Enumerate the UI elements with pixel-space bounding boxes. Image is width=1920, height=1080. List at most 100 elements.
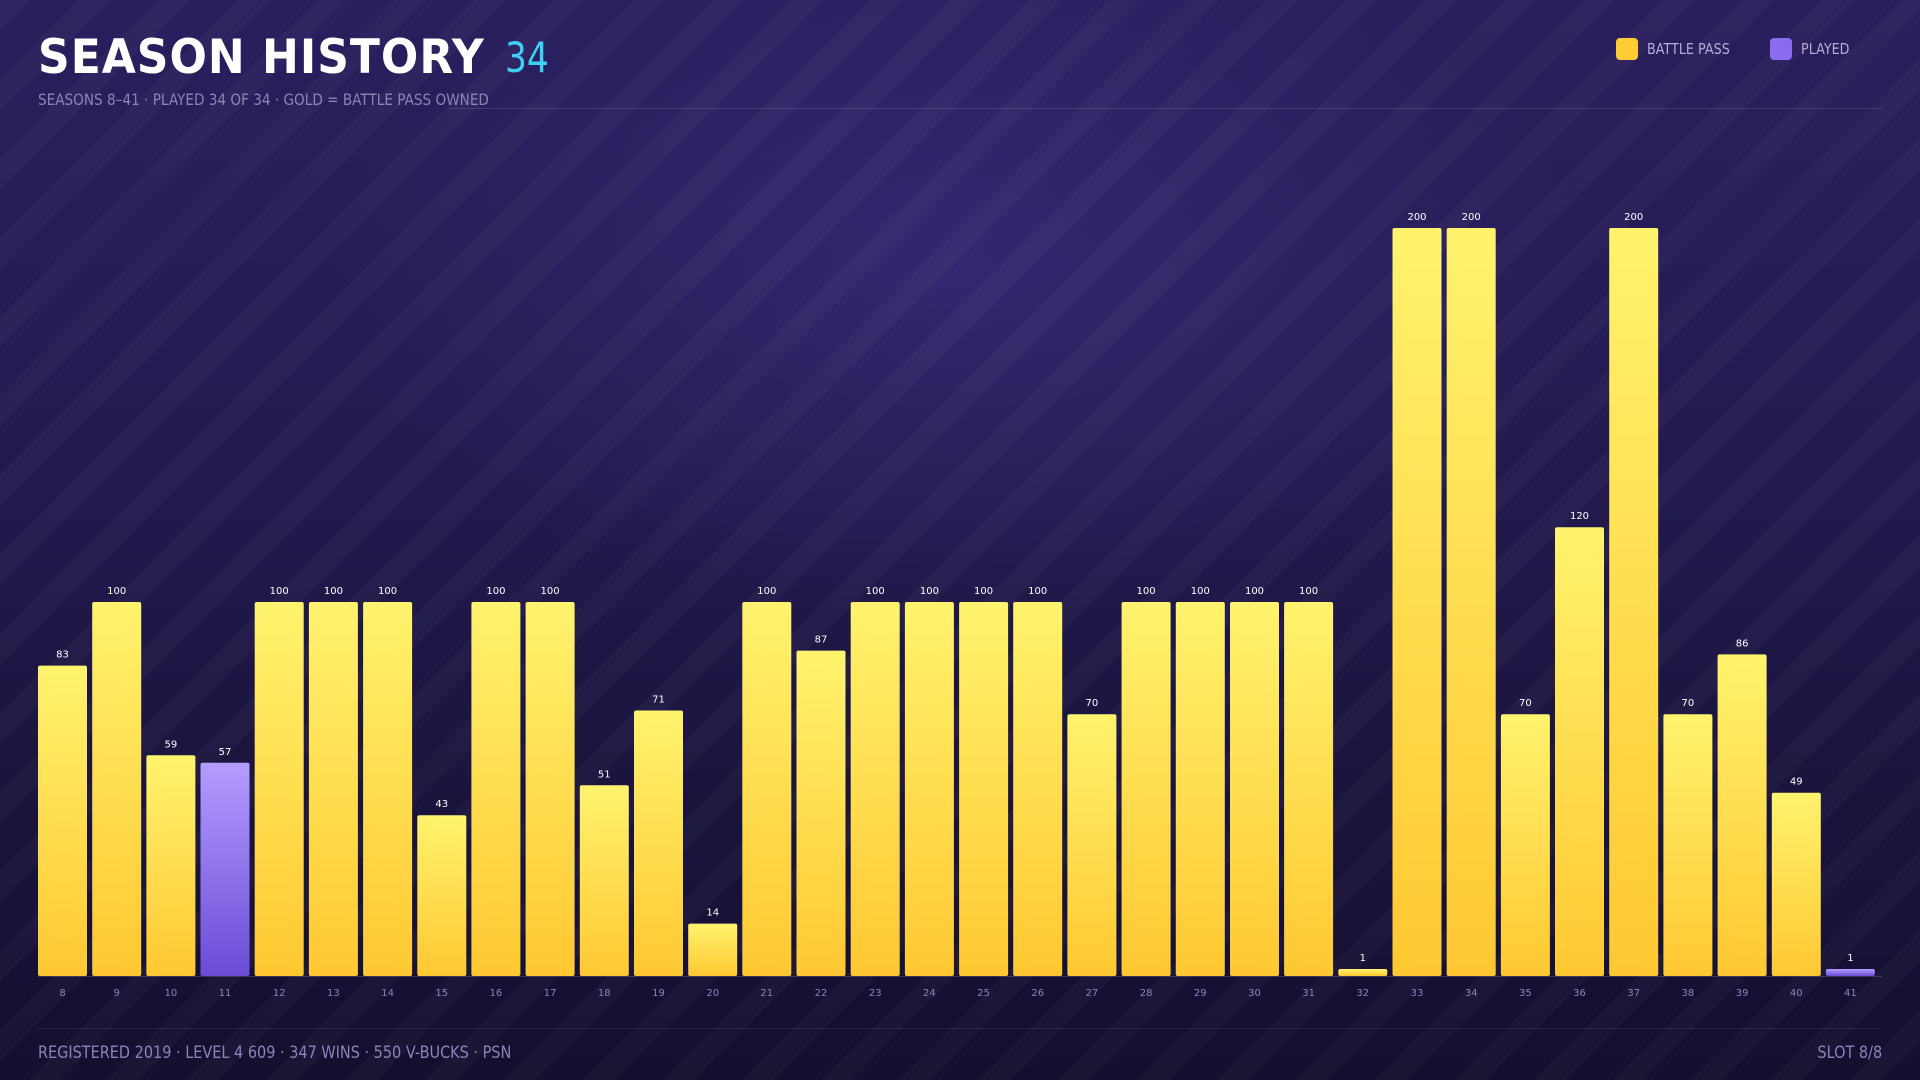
- x-tick-label-season-8: 8: [59, 988, 65, 999]
- value-label-season-12: 100: [270, 586, 289, 597]
- bar-season-31: [1284, 602, 1334, 976]
- bar-season-23: [850, 602, 900, 976]
- footer-divider: [38, 1028, 1882, 1029]
- value-label-season-21: 100: [757, 586, 776, 597]
- x-tick-label-season-22: 22: [815, 988, 828, 999]
- x-tick-label-season-11: 11: [219, 988, 232, 999]
- bar-season-30: [1230, 602, 1279, 976]
- value-label-season-38: 70: [1682, 698, 1695, 709]
- bar-season-25: [959, 602, 1009, 976]
- value-label-season-9: 100: [107, 586, 126, 597]
- x-tick-label-season-32: 32: [1356, 988, 1369, 999]
- bar-season-33: [1392, 228, 1442, 976]
- season-bar-chart: 8381009591057111001210013100144315100161…: [38, 212, 1882, 999]
- bar-season-22: [796, 650, 846, 976]
- bar-season-10: [146, 755, 196, 976]
- value-label-season-20: 14: [706, 908, 719, 919]
- legend-label-played: PLAYED: [1800, 40, 1850, 58]
- value-label-season-10: 59: [165, 739, 178, 750]
- value-label-season-17: 100: [541, 586, 560, 597]
- x-tick-label-season-15: 15: [435, 988, 448, 999]
- x-tick-label-season-35: 35: [1519, 988, 1532, 999]
- legend-label-battle-pass: BATTLE PASS: [1646, 40, 1730, 58]
- value-label-season-29: 100: [1191, 586, 1210, 597]
- bar-season-15: [417, 815, 467, 976]
- value-label-season-18: 51: [598, 769, 611, 780]
- value-label-season-16: 100: [486, 586, 505, 597]
- bar-season-17: [525, 602, 575, 976]
- value-label-season-8: 83: [56, 650, 69, 661]
- played-swatch: [1769, 38, 1792, 60]
- bar-season-12: [254, 602, 304, 976]
- value-label-season-35: 70: [1519, 698, 1532, 709]
- value-label-season-13: 100: [324, 586, 343, 597]
- title-text: SEASON HISTORY: [38, 29, 485, 85]
- x-tick-label-season-23: 23: [869, 988, 882, 999]
- x-tick-label-season-30: 30: [1248, 988, 1261, 999]
- page-title: SEASON HISTORY 34: [38, 24, 558, 90]
- value-label-season-24: 100: [920, 586, 939, 597]
- bar-season-39: [1717, 654, 1767, 976]
- value-label-season-37: 200: [1624, 212, 1643, 223]
- x-tick-label-season-36: 36: [1573, 988, 1586, 999]
- x-tick-label-season-18: 18: [598, 988, 611, 999]
- bar-season-26: [1013, 602, 1063, 976]
- value-label-season-39: 86: [1736, 638, 1749, 649]
- x-tick-label-season-12: 12: [273, 988, 286, 999]
- bar-season-8: [38, 665, 87, 976]
- x-tick-label-season-24: 24: [923, 988, 936, 999]
- bar-season-18: [579, 785, 629, 976]
- bar-season-27: [1067, 714, 1117, 976]
- battle-pass-swatch: [1615, 38, 1638, 60]
- x-tick-label-season-26: 26: [1031, 988, 1044, 999]
- bar-season-28: [1121, 602, 1171, 976]
- x-tick-label-season-31: 31: [1302, 988, 1315, 999]
- slot-indicator: SLOT 8/8: [1817, 1043, 1882, 1063]
- x-tick-label-season-10: 10: [165, 988, 178, 999]
- bar-season-19: [634, 710, 683, 976]
- value-label-season-28: 100: [1137, 586, 1156, 597]
- bar-season-41: [1825, 969, 1875, 976]
- x-tick-label-season-19: 19: [652, 988, 665, 999]
- value-label-season-41: 1: [1847, 953, 1853, 964]
- x-tick-label-season-29: 29: [1194, 988, 1207, 999]
- x-tick-label-season-39: 39: [1736, 988, 1749, 999]
- x-tick-label-season-34: 34: [1465, 988, 1478, 999]
- value-label-season-40: 49: [1790, 777, 1803, 788]
- bar-season-9: [92, 602, 142, 976]
- value-label-season-14: 100: [378, 586, 397, 597]
- value-label-season-22: 87: [815, 635, 828, 646]
- bar-season-20: [688, 923, 738, 976]
- value-label-season-11: 57: [219, 747, 232, 758]
- x-tick-label-season-25: 25: [977, 988, 990, 999]
- subtitle: SEASONS 8–41 · PLAYED 34 OF 34 · GOLD = …: [38, 90, 489, 109]
- value-label-season-31: 100: [1299, 586, 1318, 597]
- x-tick-label-season-37: 37: [1627, 988, 1640, 999]
- x-tick-label-season-20: 20: [706, 988, 719, 999]
- x-tick-label-season-17: 17: [544, 988, 557, 999]
- x-tick-label-season-41: 41: [1844, 988, 1857, 999]
- bar-season-16: [471, 602, 521, 976]
- legend: BATTLE PASS PLAYED: [1615, 38, 1859, 60]
- value-label-season-15: 43: [435, 799, 448, 810]
- bar-season-34: [1446, 228, 1496, 976]
- bar-season-35: [1500, 714, 1550, 976]
- value-label-season-32: 1: [1360, 953, 1366, 964]
- footer-stats: REGISTERED 2019 · LEVEL 4 609 · 347 WINS…: [38, 1043, 512, 1063]
- bar-season-24: [904, 602, 954, 976]
- value-label-season-30: 100: [1245, 586, 1264, 597]
- x-tick-label-season-14: 14: [381, 988, 394, 999]
- x-tick-label-season-16: 16: [490, 988, 503, 999]
- x-tick-label-season-28: 28: [1140, 988, 1153, 999]
- legend-item-played: PLAYED: [1769, 38, 1858, 60]
- value-label-season-33: 200: [1407, 212, 1426, 223]
- bar-season-11: [200, 762, 250, 976]
- bar-season-32: [1338, 969, 1388, 976]
- bar-season-37: [1609, 228, 1659, 976]
- bar-season-36: [1555, 527, 1604, 976]
- value-label-season-19: 71: [652, 695, 665, 706]
- season-count: 34: [504, 32, 549, 82]
- value-label-season-25: 100: [974, 586, 993, 597]
- value-label-season-34: 200: [1462, 212, 1481, 223]
